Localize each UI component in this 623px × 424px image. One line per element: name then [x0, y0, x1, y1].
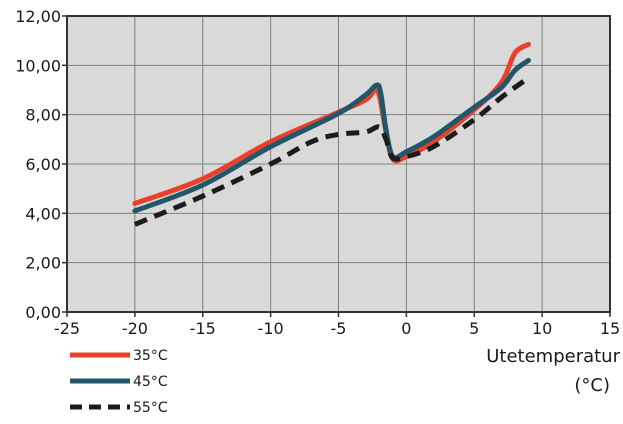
- y-tick-label: 0,00: [25, 303, 61, 322]
- x-tick-label: -5: [331, 319, 347, 338]
- series-line-3: [133, 75, 530, 227]
- x-axis-ticks: -25 -20 -15 -10 -5 0 5 10 15: [54, 312, 620, 338]
- legend-label-1: 35°C: [133, 348, 168, 364]
- legend-label-3: 55°C: [133, 400, 168, 416]
- y-tick-label: 10,00: [15, 56, 61, 75]
- x-axis-label: Utetemperatur: [486, 346, 620, 367]
- y-tick-label: 6,00: [25, 155, 61, 174]
- x-tick-label: -10: [258, 319, 284, 338]
- x-tick-label: 0: [401, 319, 411, 338]
- x-tick-label: -25: [54, 319, 80, 338]
- y-axis-ticks: 0,00 2,00 4,00 6,00 8,00 10,00 12,00: [15, 7, 67, 322]
- x-tick-label: 5: [469, 319, 479, 338]
- x-tick-label: -15: [190, 319, 216, 338]
- y-tick-label: 12,00: [15, 7, 61, 26]
- x-axis-unit: (°C): [574, 375, 610, 396]
- x-tick-label: -20: [122, 319, 148, 338]
- y-tick-label: 4,00: [25, 204, 61, 223]
- y-tick-label: 8,00: [25, 106, 61, 125]
- legend-label-2: 45°C: [133, 374, 168, 390]
- y-tick-label: 2,00: [25, 254, 61, 273]
- x-tick-label: 10: [532, 319, 552, 338]
- legend: 35°C 45°C 55°C: [70, 348, 168, 416]
- data-lines: [132, 41, 531, 227]
- x-tick-label: 15: [600, 319, 620, 338]
- series-line-2: [132, 57, 531, 214]
